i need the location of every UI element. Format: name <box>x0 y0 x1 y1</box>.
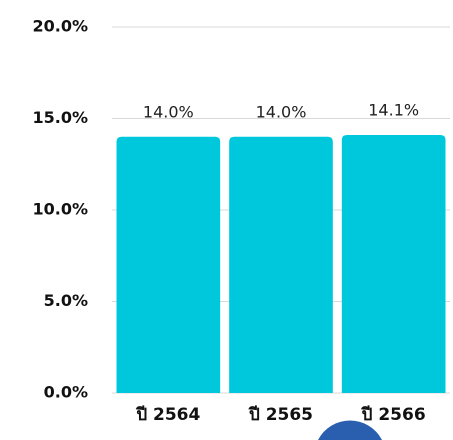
bar <box>116 136 221 394</box>
decor-globe <box>318 420 382 440</box>
x-tick-label: ปี 2566 <box>361 404 426 425</box>
value-label: 14.0% <box>143 102 194 121</box>
x-tick-label: ปี 2564 <box>135 404 200 425</box>
value-label: 14.0% <box>256 102 307 121</box>
y-tick-label: 5.0% <box>44 291 88 310</box>
x-tick-label: ปี 2565 <box>248 404 313 425</box>
y-tick-label: 0.0% <box>44 383 88 402</box>
bar <box>341 134 446 393</box>
bar <box>229 136 333 394</box>
y-tick-label: 15.0% <box>32 108 88 127</box>
value-label: 14.1% <box>368 100 419 119</box>
y-tick-label: 20.0% <box>32 17 88 36</box>
y-tick-label: 10.0% <box>32 200 88 219</box>
